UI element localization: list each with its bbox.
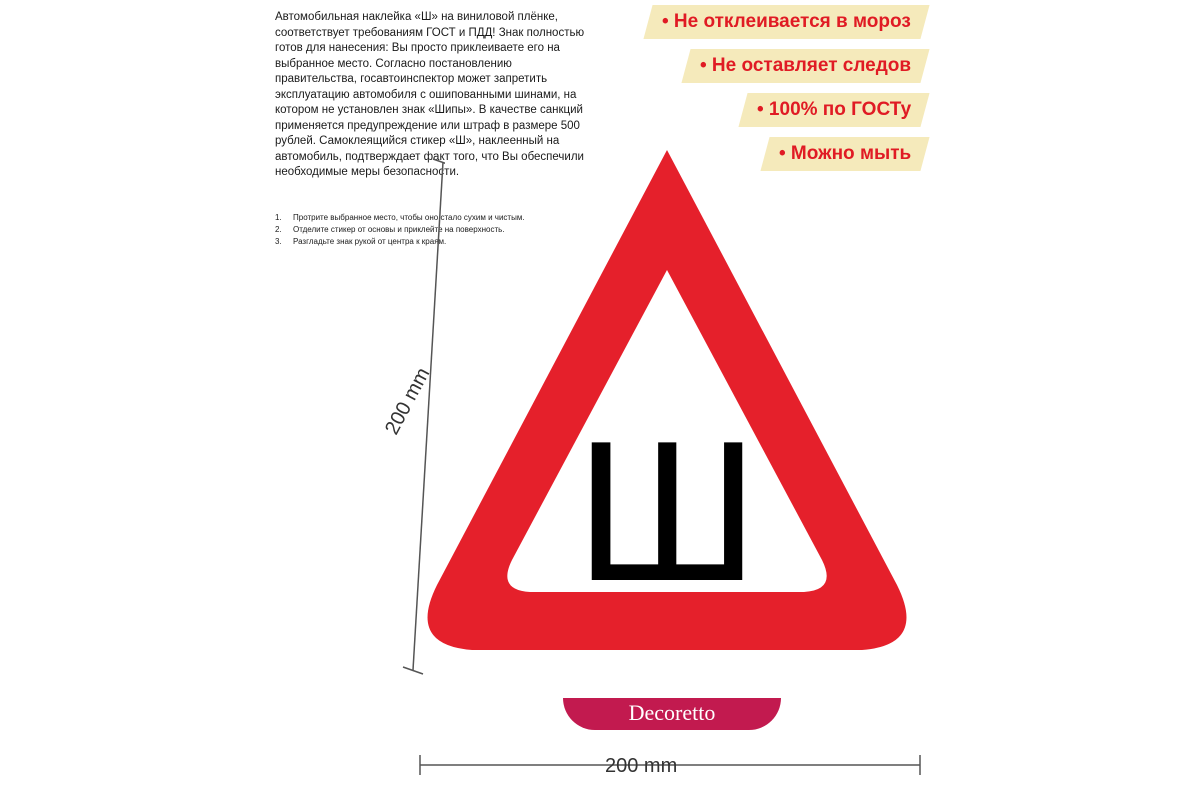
warning-triangle-sign: Ш: [412, 140, 922, 670]
badge-gost: • 100% по ГОСТу: [738, 93, 929, 127]
badge-frost: • Не отклеивается в мороз: [644, 5, 930, 39]
brand-label: Decoretto: [563, 698, 781, 730]
badge-no-trace: • Не оставляет следов: [681, 49, 929, 83]
dimension-bottom-label: 200 mm: [605, 755, 677, 778]
sign-letter: Ш: [575, 400, 758, 623]
sign-diagram: 200 mm Ш Decoretto 200 mm: [380, 140, 900, 780]
